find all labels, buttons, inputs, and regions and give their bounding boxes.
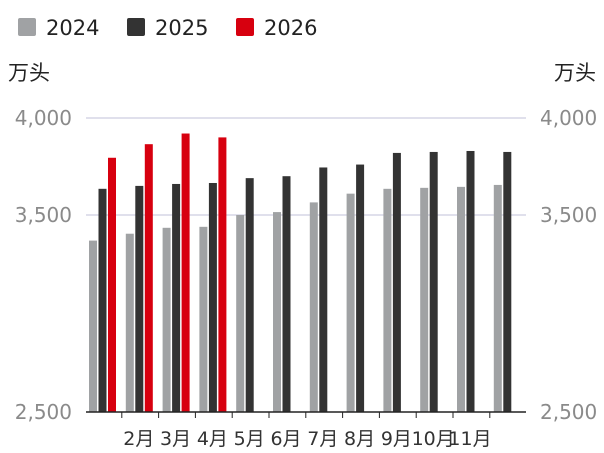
legend-label-2025: 2025: [155, 16, 208, 40]
legend-swatch-2026: [236, 18, 254, 36]
bar-2025-8: [392, 152, 401, 413]
bar-2025-0: [98, 188, 107, 412]
x-tick-label: 11月: [448, 428, 491, 450]
y-tick-label-right: 4,000: [540, 106, 597, 130]
x-tick-label: 9月: [381, 428, 412, 450]
x-tick-label: 5月: [234, 428, 265, 450]
bar-2024-7: [346, 193, 355, 412]
bar-2025-2: [172, 183, 181, 412]
bar-2025-1: [135, 185, 144, 412]
y-axis-left-ticks: 2,500 3,500 4,000: [15, 106, 72, 424]
bar-2024-1: [125, 233, 134, 412]
y-tick-label-left: 3,500: [15, 203, 72, 227]
legend-swatch-2025: [127, 18, 145, 36]
y-axis-unit-left: 万头: [8, 61, 50, 85]
x-tick-label: 3月: [160, 428, 191, 450]
bar-2024-10: [457, 186, 465, 412]
bar-2026-3: [218, 137, 227, 412]
x-tick-label: 8月: [344, 428, 375, 450]
bar-2024-8: [383, 188, 392, 412]
x-tick-label: 6月: [270, 428, 301, 450]
bars: [89, 133, 512, 413]
y-tick-label-right: 3,500: [540, 203, 597, 227]
legend-swatch-2024: [18, 18, 36, 36]
x-tick-label: 7月: [307, 428, 338, 450]
x-tick-label: 2月: [123, 428, 154, 450]
y-axis-right-ticks: 2,500 3,500 4,000: [540, 106, 597, 424]
bar-2025-9: [429, 151, 438, 412]
gridlines: [86, 117, 526, 216]
bar-2024-3: [199, 226, 208, 412]
legend: 2024 2025 2026: [18, 16, 317, 40]
bar-2024-0: [89, 240, 97, 412]
bar-2025-7: [356, 164, 365, 412]
bar-2024-2: [162, 227, 171, 412]
bar-2025-5: [282, 176, 291, 412]
bar-2026-0: [108, 157, 116, 412]
bar-2025-3: [208, 182, 217, 412]
bar-2024-9: [420, 187, 429, 412]
legend-label-2024: 2024: [46, 16, 99, 40]
y-tick-label-left: 4,000: [15, 106, 72, 130]
x-tick-label: 4月: [197, 428, 228, 450]
y-tick-label-left: 2,500: [15, 400, 72, 424]
bar-2025-10: [466, 150, 475, 413]
x-tick-label: 10月: [412, 428, 455, 450]
bar-2024-6: [309, 202, 318, 412]
bar-2025-6: [319, 167, 328, 412]
bar-2025-11: [503, 151, 512, 412]
bar-2024-4: [236, 215, 245, 412]
legend-label-2026: 2026: [264, 16, 317, 40]
y-tick-label-right: 2,500: [540, 400, 597, 424]
bar-2026-2: [181, 133, 190, 412]
bar-2024-11: [493, 184, 502, 412]
y-axis-unit-right: 万头: [554, 61, 596, 85]
bar-2025-4: [245, 178, 254, 412]
bar-2026-1: [144, 144, 153, 412]
bar-2024-5: [273, 212, 281, 412]
